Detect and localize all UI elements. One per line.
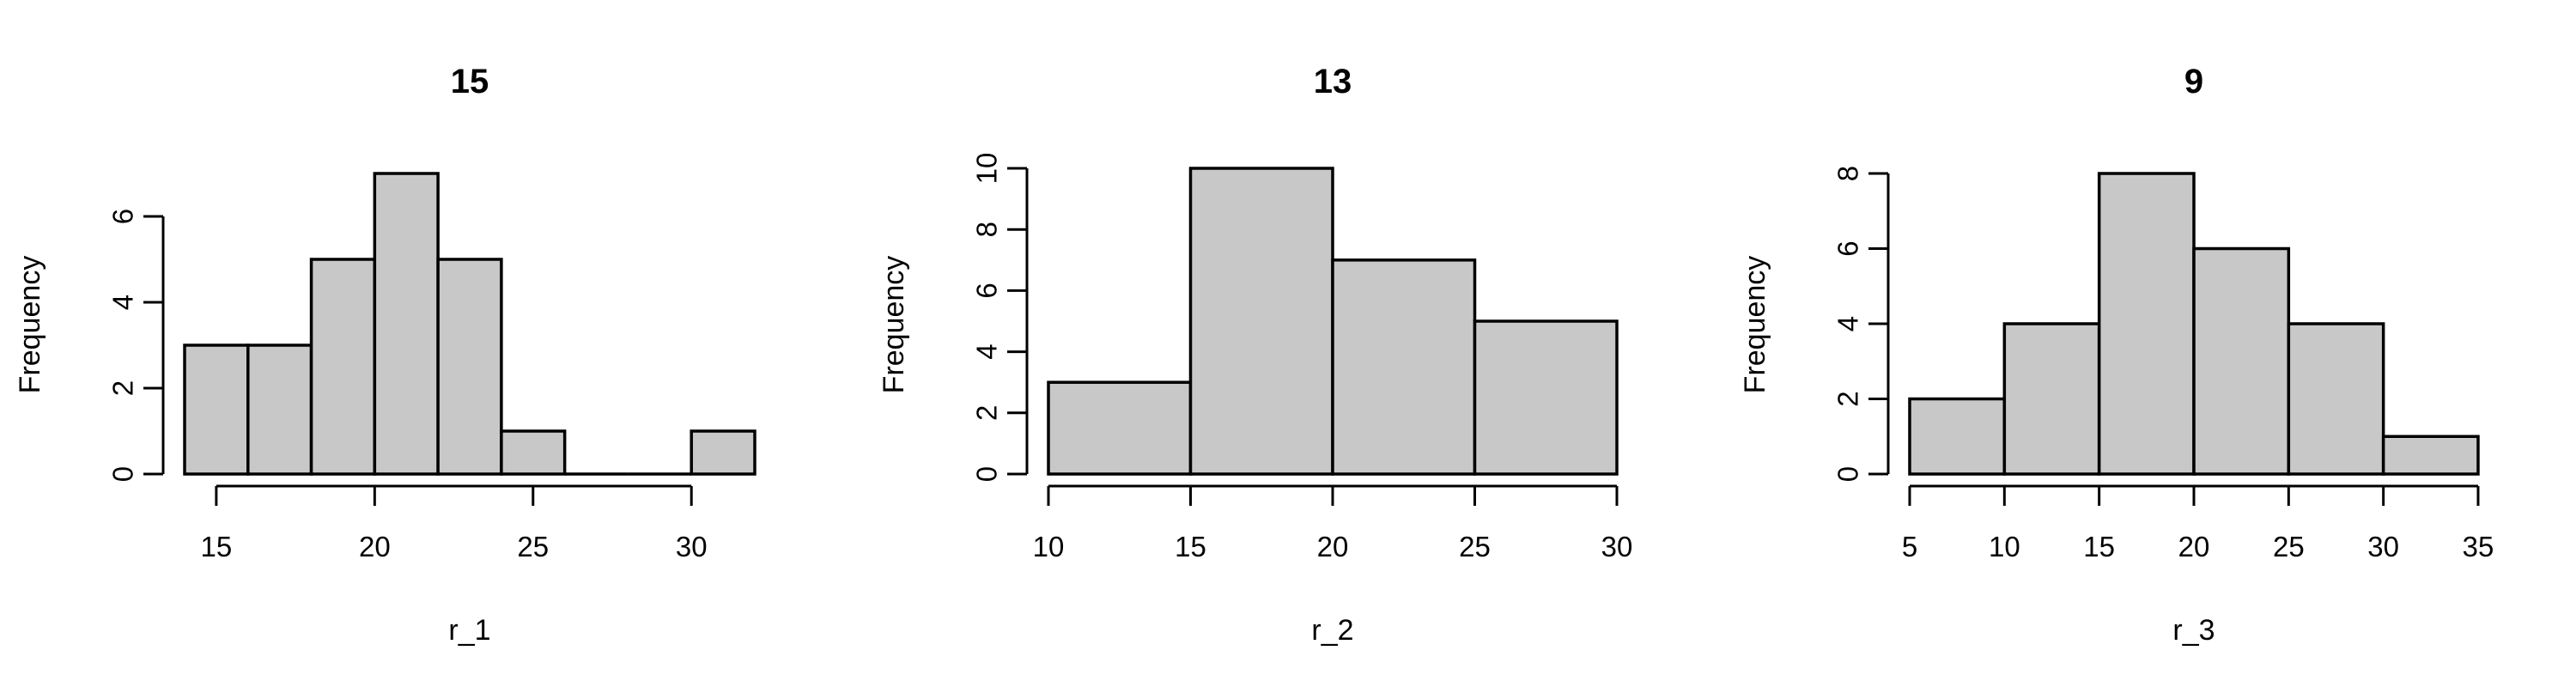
x-tick-label: 35: [2463, 531, 2494, 562]
chart-title: 13: [1314, 63, 1352, 100]
y-tick-label: 2: [971, 405, 1003, 421]
histogram-panel-2: 10 15 20 25 30 0 2 4 6 8 10 13 r_2 Frequency: [878, 63, 1632, 647]
y-tick-label: 4: [971, 344, 1003, 359]
x-tick-label: 20: [2178, 531, 2210, 562]
y-tick-label: 0: [107, 466, 139, 482]
x-tick-label: 30: [676, 531, 708, 562]
histogram-bar: [1908, 397, 2007, 476]
histogram-bar: [500, 429, 567, 476]
y-axis-label: Frequency: [1739, 256, 1771, 394]
y-tick-label: 4: [107, 295, 139, 310]
histogram-bar: [1047, 380, 1193, 476]
x-tick-label: 5: [1902, 531, 1917, 562]
histogram-bar: [2097, 172, 2196, 476]
histogram-panel-1: 15 20 25 30 0 2 4 6 15 r_1 Frequency: [14, 63, 756, 647]
y-tick-label: 4: [1832, 316, 1864, 331]
x-tick-label: 30: [1601, 531, 1633, 562]
y-tick-label: 8: [971, 222, 1003, 237]
y-tick-label: 8: [1832, 166, 1864, 181]
y-tick-label: 2: [107, 380, 139, 396]
x-tick-label: 25: [1459, 531, 1491, 562]
y-tick-label: 6: [107, 209, 139, 224]
histogram-bar: [1331, 258, 1477, 476]
y-axis-label: Frequency: [14, 256, 46, 394]
y-axis-label: Frequency: [878, 256, 910, 394]
y-tick-label: 10: [971, 153, 1003, 185]
histogram-bar: [373, 172, 440, 476]
histogram-bar: [2381, 435, 2480, 476]
x-tick-label: 25: [517, 531, 549, 562]
x-tick-label: 10: [1989, 531, 2020, 562]
x-axis-label: r_1: [448, 614, 490, 647]
chart-title: 15: [451, 63, 489, 100]
histogram-bar: [1188, 167, 1334, 476]
x-axis-label: r_3: [2172, 614, 2215, 647]
y-tick-label: 0: [971, 466, 1003, 482]
histogram-bar: [2192, 246, 2291, 476]
x-axis-label: r_2: [1311, 614, 1353, 647]
histogram-bar: [436, 258, 503, 476]
histogram-bar: [1473, 319, 1619, 476]
y-tick-label: 2: [1832, 391, 1864, 406]
y-tick-label: 6: [971, 283, 1003, 298]
histogram-bar: [690, 429, 756, 476]
histogram-bar: [183, 344, 250, 476]
histogram-bar: [2287, 322, 2385, 476]
histogram-panel-3: 5 10 15 20 25 30 35 0 2 4 6 8 9 r_3 Frequency: [1739, 63, 2494, 647]
x-tick-label: 15: [201, 531, 233, 562]
x-tick-label: 15: [1175, 531, 1206, 562]
x-tick-label: 25: [2273, 531, 2305, 562]
x-tick-label: 30: [2367, 531, 2399, 562]
x-tick-label: 20: [359, 531, 391, 562]
histogram-bar: [309, 258, 377, 476]
histogram-bar: [2002, 322, 2101, 476]
x-tick-label: 20: [1317, 531, 1349, 562]
x-tick-label: 10: [1033, 531, 1065, 562]
y-tick-label: 6: [1832, 240, 1864, 256]
histogram-bar: [246, 344, 313, 476]
x-tick-label: 15: [2083, 531, 2115, 562]
y-tick-label: 0: [1832, 466, 1864, 482]
chart-title: 9: [2184, 63, 2203, 100]
